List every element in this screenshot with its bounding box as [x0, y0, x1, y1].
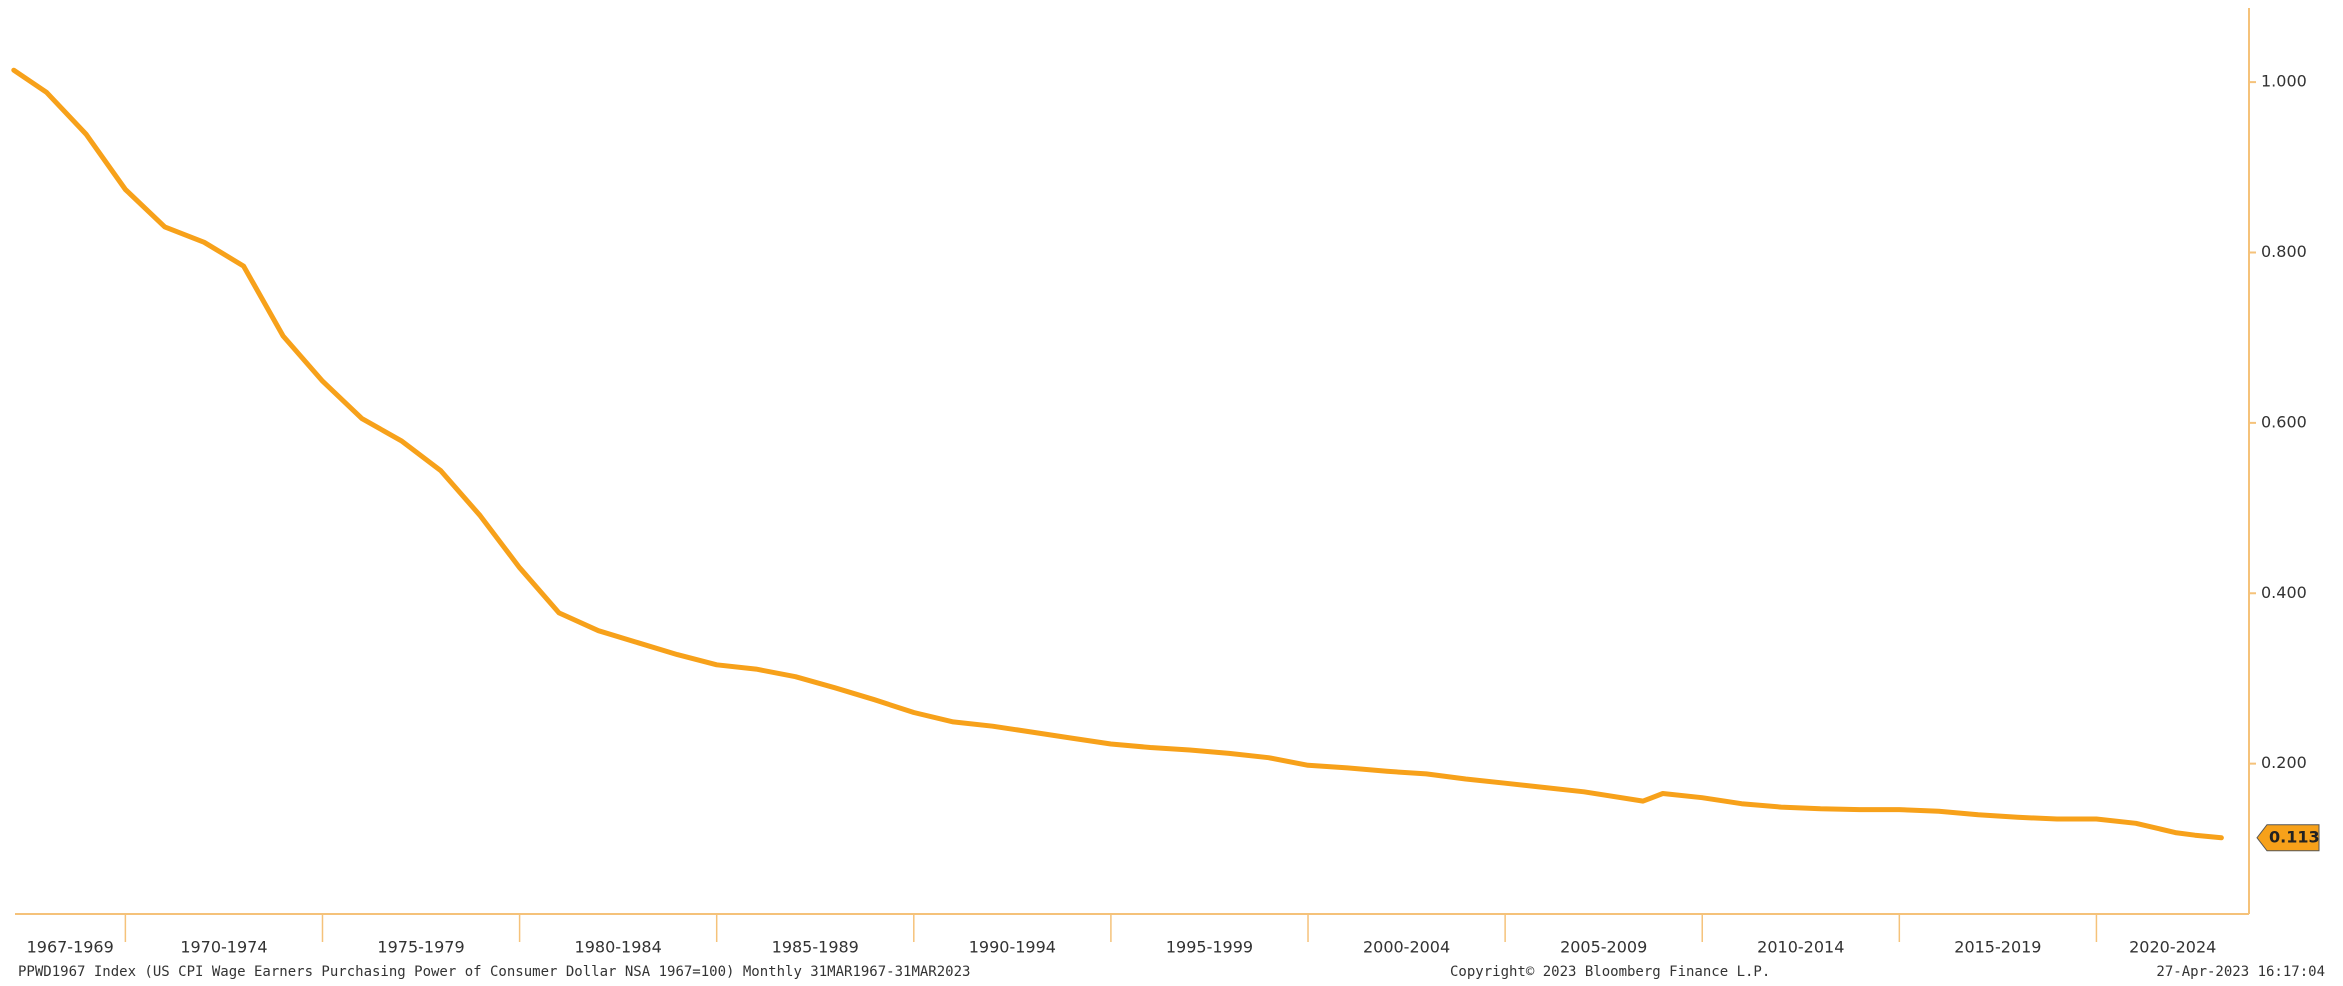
last-value-label: 0.113	[2269, 827, 2320, 846]
x-band-label: 2010-2014	[1757, 938, 1844, 957]
footer-source: PPWD1967 Index (US CPI Wage Earners Purc…	[18, 964, 970, 980]
last-value-badge	[2256, 824, 2320, 852]
x-band-label: 2005-2009	[1560, 938, 1647, 957]
x-band-label: 1995-1999	[1166, 938, 1253, 957]
footer-timestamp: 27-Apr-2023 16:17:04	[2156, 964, 2325, 980]
y-tick-label: 0.400	[2261, 583, 2307, 602]
x-band-label: 1990-1994	[969, 938, 1056, 957]
x-band-label: 1985-1989	[772, 938, 859, 957]
x-band-label: 1970-1974	[180, 938, 267, 957]
x-band-label: 2015-2019	[1954, 938, 2041, 957]
y-tick-label: 0.800	[2261, 242, 2307, 261]
footer-copyright: Copyright© 2023 Bloomberg Finance L.P.	[1450, 964, 1770, 980]
y-tick-label: 0.200	[2261, 753, 2307, 772]
x-band-label: 2000-2004	[1363, 938, 1450, 957]
series-line	[11, 67, 2224, 841]
x-band-label: 1980-1984	[575, 938, 662, 957]
x-band-label: 1967-1969	[27, 938, 114, 957]
x-band-label: 2020-2024	[2129, 938, 2216, 957]
y-tick-label: 1.000	[2261, 72, 2307, 91]
x-band-label: 1975-1979	[377, 938, 464, 957]
y-tick-label: 0.600	[2261, 412, 2307, 431]
